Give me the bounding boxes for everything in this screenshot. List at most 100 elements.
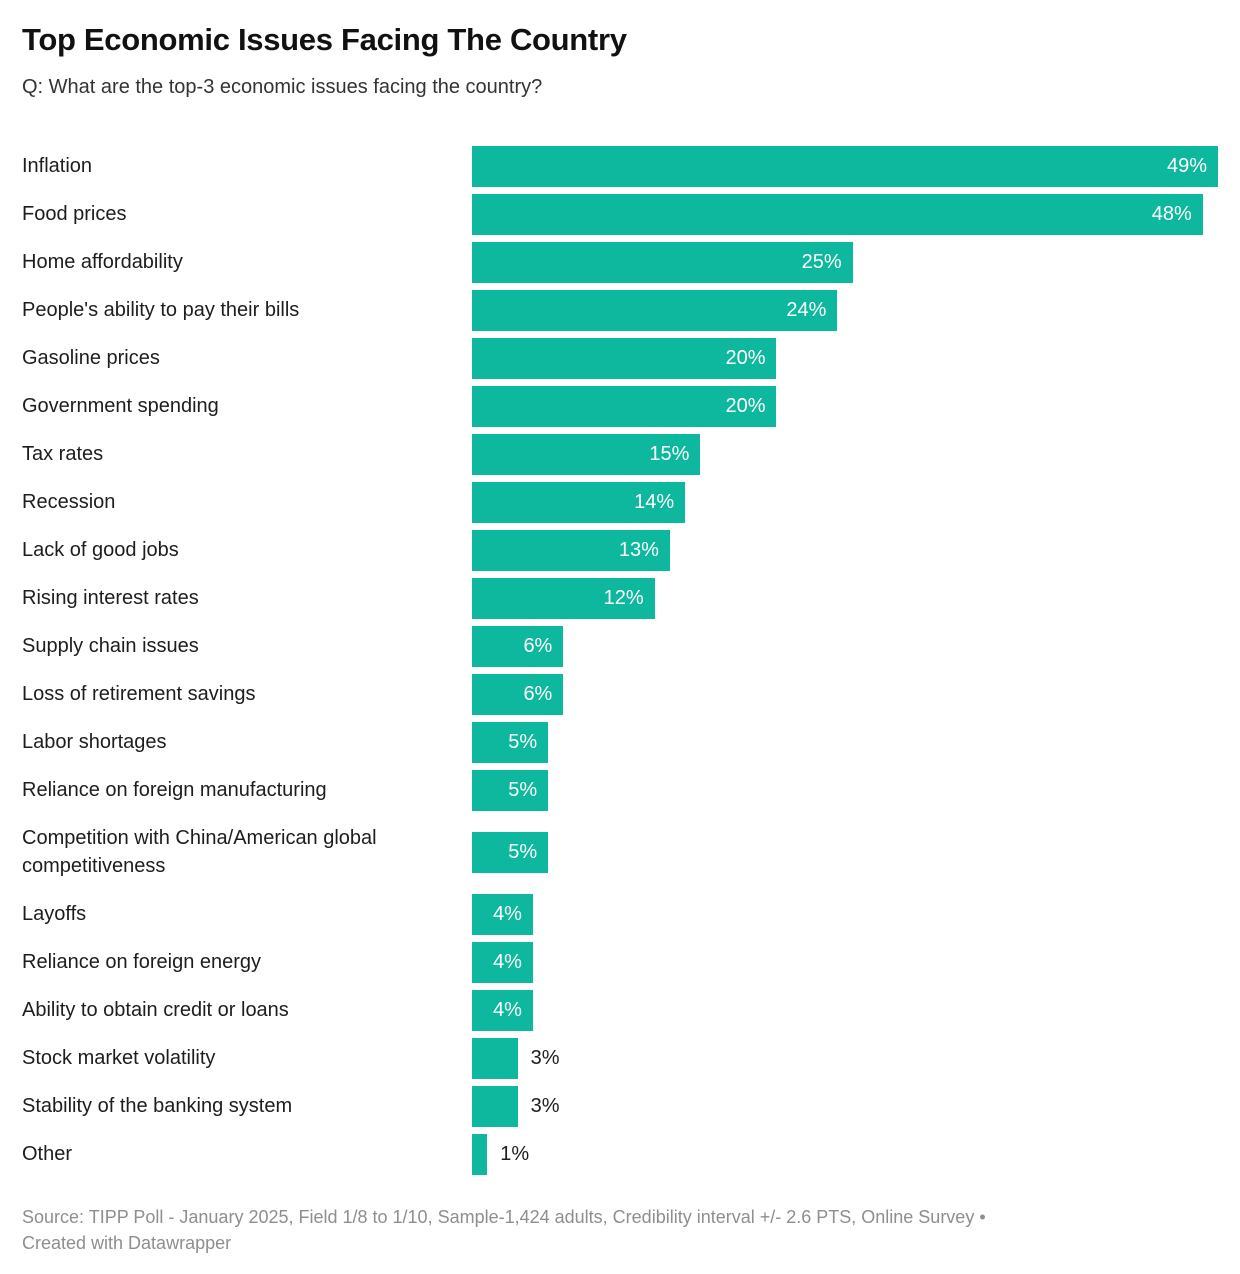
category-label: Stock market volatility <box>22 1047 216 1069</box>
chart-row: Other 1% <box>22 1130 1218 1178</box>
bar: 12% <box>472 577 655 619</box>
footer-separator: • <box>979 1207 986 1227</box>
footer-line-1: Source: TIPP Poll - January 2025, Field … <box>22 1204 1218 1230</box>
bar-track: 5% <box>472 769 1218 811</box>
chart-subtitle: Q: What are the top-3 economic issues fa… <box>22 76 543 98</box>
bar-track: 4% <box>472 941 1218 983</box>
value-label: 4% <box>492 902 522 925</box>
bar: 4% <box>472 893 533 935</box>
value-label: 6% <box>523 634 553 657</box>
value-label: 12% <box>603 586 644 609</box>
category-label: Lack of good jobs <box>22 539 179 561</box>
value-label: 25% <box>801 250 842 273</box>
bar <box>472 1085 518 1127</box>
chart-row: Stock market volatility 3% <box>22 1034 1218 1082</box>
bar: 20% <box>472 337 777 379</box>
category-label: Ability to obtain credit or loans <box>22 999 289 1021</box>
bar-track: 49% <box>472 145 1218 187</box>
bar-track: 12% <box>472 577 1218 619</box>
bar: 6% <box>472 673 564 715</box>
chart-row: Recession 14% <box>22 478 1218 526</box>
value-label: 20% <box>725 394 766 417</box>
bar: 14% <box>472 481 686 523</box>
category-label: Food prices <box>22 203 127 225</box>
bar: 4% <box>472 941 533 983</box>
category-label: Reliance on foreign energy <box>22 951 262 973</box>
chart-row: Government spending 20% <box>22 382 1218 430</box>
value-label: 49% <box>1166 154 1207 177</box>
chart-row: Stability of the banking system 3% <box>22 1082 1218 1130</box>
bar: 5% <box>472 721 549 763</box>
datawrapper-credit: Created with Datawrapper <box>22 1233 232 1253</box>
chart-row: Lack of good jobs 13% <box>22 526 1218 574</box>
category-label: Supply chain issues <box>22 635 199 657</box>
bar: 25% <box>472 241 853 283</box>
chart-footer: Source: TIPP Poll - January 2025, Field … <box>22 1204 1218 1256</box>
value-label: 1% <box>500 1142 530 1165</box>
bar-track: 5% <box>472 831 1218 873</box>
bar-track: 3% <box>472 1085 1218 1127</box>
chart-row: Reliance on foreign manufacturing 5% <box>22 766 1218 814</box>
bar: 48% <box>472 193 1203 235</box>
footer-line-2: Created with Datawrapper <box>22 1230 1218 1256</box>
value-label: 48% <box>1151 202 1192 225</box>
bar-track: 20% <box>472 385 1218 427</box>
bar-track: 24% <box>472 289 1218 331</box>
category-label: Gasoline prices <box>22 347 160 369</box>
bar <box>472 1037 518 1079</box>
bar-track: 20% <box>472 337 1218 379</box>
value-label: 5% <box>508 730 538 753</box>
category-label: Layoffs <box>22 903 87 925</box>
value-label: 5% <box>508 840 538 863</box>
bar-track: 15% <box>472 433 1218 475</box>
bar: 5% <box>472 769 549 811</box>
value-label: 4% <box>492 950 522 973</box>
bar-track: 6% <box>472 673 1218 715</box>
bar-track: 48% <box>472 193 1218 235</box>
value-label: 14% <box>634 490 675 513</box>
category-label: Recession <box>22 491 116 513</box>
chart-row: Layoffs 4% <box>22 890 1218 938</box>
chart-row: Reliance on foreign energy 4% <box>22 938 1218 986</box>
category-label: People's ability to pay their bills <box>22 299 300 321</box>
value-label: 5% <box>508 778 538 801</box>
bar: 6% <box>472 625 564 667</box>
bar: 5% <box>472 831 549 873</box>
chart-row: Inflation 49% <box>22 142 1218 190</box>
chart-row: People's ability to pay their bills 24% <box>22 286 1218 334</box>
category-label: Loss of retirement savings <box>22 683 256 705</box>
category-label: Labor shortages <box>22 731 167 753</box>
chart-row: Loss of retirement savings 6% <box>22 670 1218 718</box>
bar-track: 4% <box>472 989 1218 1031</box>
category-label: Government spending <box>22 395 219 417</box>
chart-row: Tax rates 15% <box>22 430 1218 478</box>
value-label: 4% <box>492 998 522 1021</box>
chart-row: Competition with China/American global c… <box>22 814 1218 890</box>
value-label: 20% <box>725 346 766 369</box>
chart-row: Gasoline prices 20% <box>22 334 1218 382</box>
chart-row: Food prices 48% <box>22 190 1218 238</box>
bar: 4% <box>472 989 533 1031</box>
value-label: 15% <box>649 442 690 465</box>
chart-row: Ability to obtain credit or loans 4% <box>22 986 1218 1034</box>
chart-row: Rising interest rates 12% <box>22 574 1218 622</box>
category-label: Tax rates <box>22 443 104 465</box>
category-label: Other <box>22 1143 73 1165</box>
category-label: Competition with China/American global c… <box>22 827 377 877</box>
chart-row: Labor shortages 5% <box>22 718 1218 766</box>
value-label: 24% <box>786 298 827 321</box>
category-label: Inflation <box>22 155 93 177</box>
bar-track: 25% <box>472 241 1218 283</box>
source-text: Source: TIPP Poll - January 2025, Field … <box>22 1207 975 1227</box>
bar: 15% <box>472 433 701 475</box>
bar-track: 5% <box>472 721 1218 763</box>
bar: 20% <box>472 385 777 427</box>
bar-track: 14% <box>472 481 1218 523</box>
bar: 13% <box>472 529 670 571</box>
bar-track: 1% <box>472 1133 1218 1175</box>
bar-chart: Inflation 49% Food prices 48% Home affordabi… <box>22 142 1218 1178</box>
category-label: Home affordability <box>22 251 183 273</box>
value-label: 6% <box>523 682 553 705</box>
bar-track: 3% <box>472 1037 1218 1079</box>
